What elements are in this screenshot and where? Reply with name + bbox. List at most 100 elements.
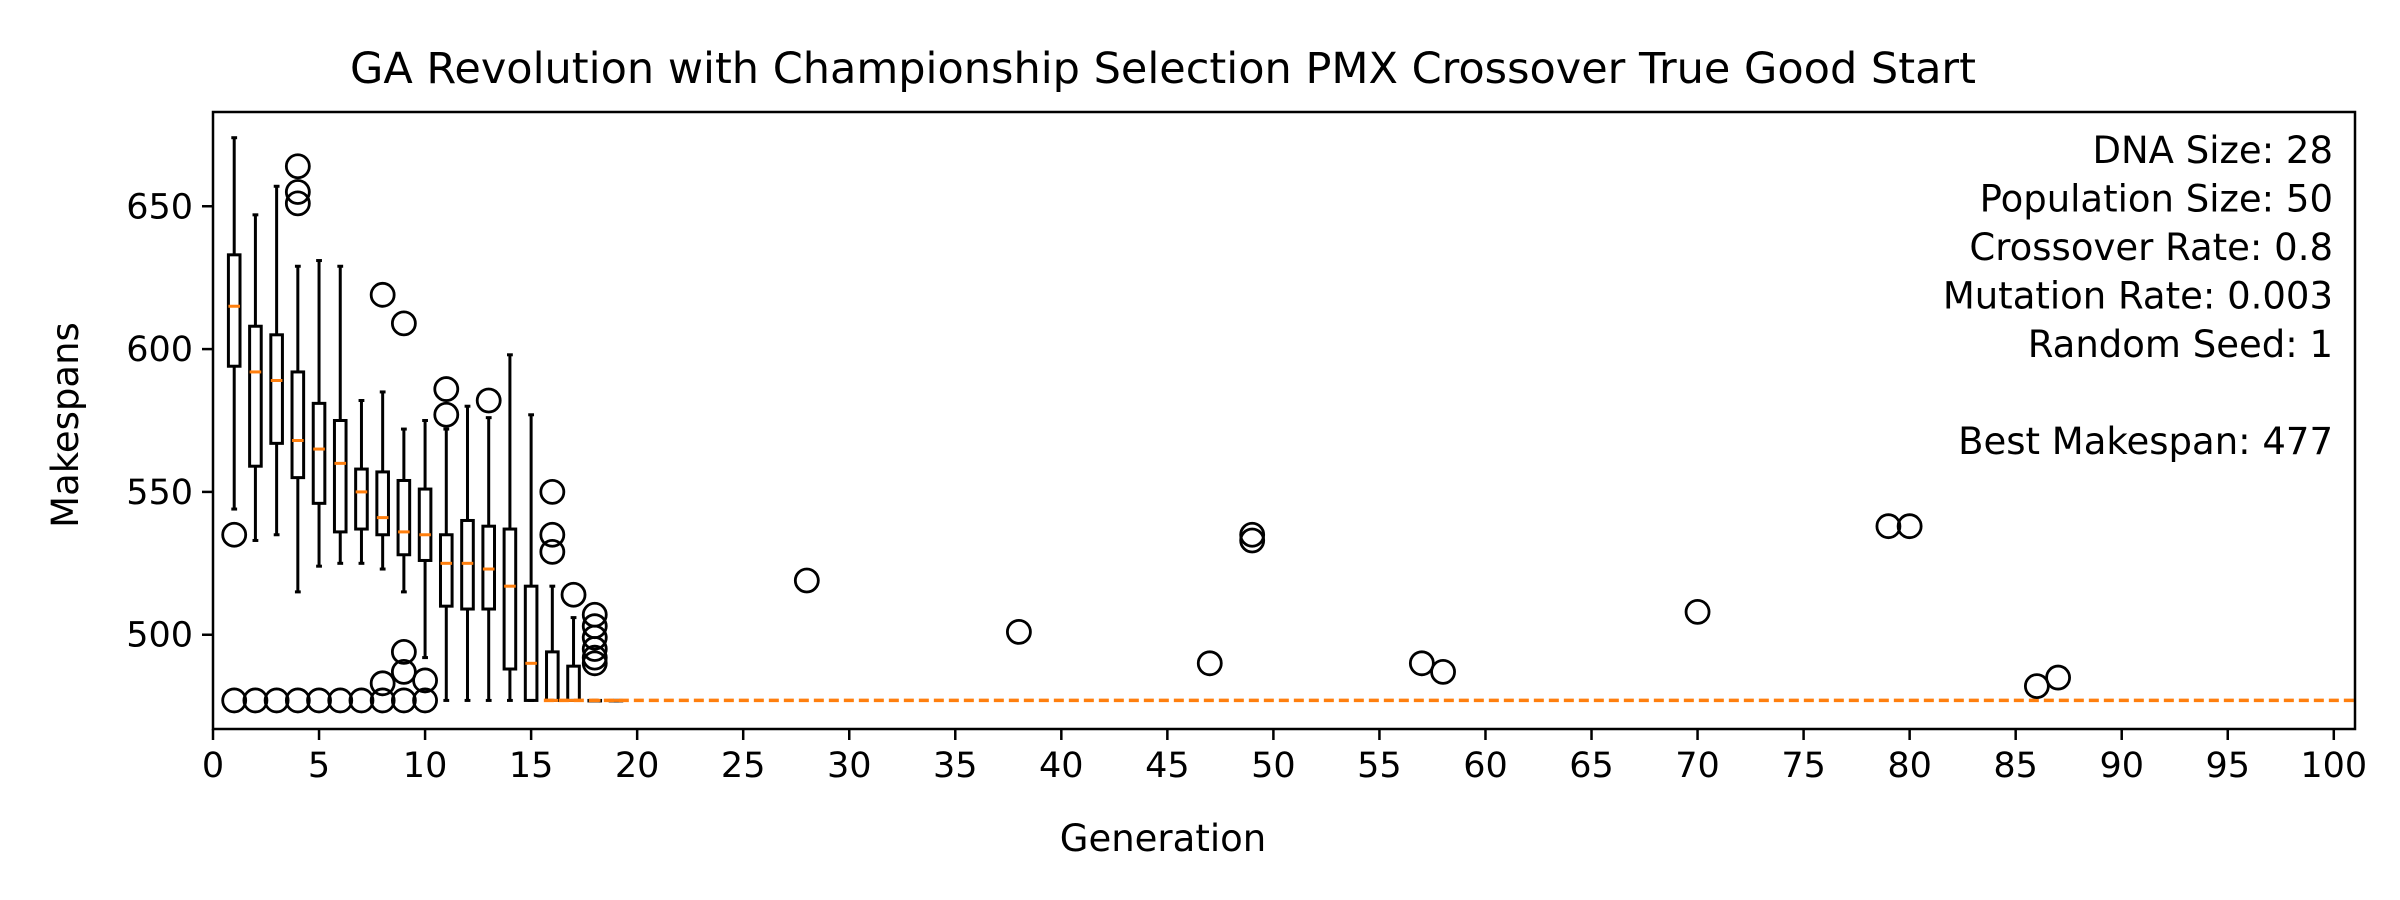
iqr-box bbox=[248, 324, 263, 468]
outlier-point bbox=[581, 636, 608, 662]
iqr-box bbox=[269, 333, 284, 445]
box-gen-17 bbox=[566, 616, 581, 702]
y-axis-label: Makespans bbox=[44, 322, 87, 528]
x-tick-label: 90 bbox=[2099, 746, 2144, 786]
info-line: Mutation Rate: 0.003 bbox=[1943, 275, 2333, 318]
x-tick-label: 35 bbox=[933, 746, 978, 786]
x-tick-label: 60 bbox=[1463, 746, 1508, 786]
iqr-box bbox=[396, 478, 412, 557]
iqr-box bbox=[290, 370, 306, 480]
run-info-annotation: DNA Size: 28 Population Size: 50 Crossover… bbox=[1943, 129, 2333, 463]
info-line: Population Size: 50 bbox=[1980, 178, 2333, 221]
box-gen-3 bbox=[269, 184, 284, 537]
outlier-point bbox=[539, 538, 566, 565]
iqr-box bbox=[502, 527, 518, 671]
outlier-point bbox=[1196, 650, 1223, 677]
outlier-point bbox=[284, 179, 311, 205]
outlier-point bbox=[327, 687, 354, 714]
outlier-point bbox=[369, 687, 396, 714]
outlier-point bbox=[1875, 513, 1902, 540]
x-tick-label: 65 bbox=[1569, 746, 1614, 786]
outlier-point bbox=[793, 567, 820, 594]
outlier-point bbox=[433, 376, 460, 402]
outlier-point bbox=[221, 687, 248, 714]
outlier-point bbox=[2023, 673, 2050, 700]
x-tick-label: 95 bbox=[2205, 746, 2250, 786]
iqr-box bbox=[226, 253, 242, 368]
box-gen-4 bbox=[290, 264, 306, 594]
info-line: Best Makespan: 477 bbox=[1958, 420, 2333, 463]
x-tick-label: 10 bbox=[403, 746, 448, 786]
iqr-box bbox=[354, 467, 369, 531]
box-gen-13 bbox=[481, 416, 497, 702]
x-tick-label: 100 bbox=[2300, 746, 2367, 786]
iqr-box bbox=[545, 650, 560, 702]
outlier-point bbox=[390, 658, 417, 685]
y-tick-label: 650 bbox=[126, 187, 193, 227]
iqr-box bbox=[523, 584, 539, 702]
outlier-point bbox=[475, 387, 502, 414]
box-gen-15 bbox=[523, 413, 539, 702]
outlier-point bbox=[369, 281, 396, 308]
box-gen-5 bbox=[311, 259, 327, 568]
outlier-point bbox=[539, 479, 566, 505]
outlier-point bbox=[348, 687, 375, 714]
outlier-point bbox=[1896, 513, 1923, 540]
plot-area: 0 5 10 15 20 25 30 35 40 45 50 55 60 65 70 75 80 85 90 95 10… bbox=[126, 110, 2367, 786]
y-tick-label: 500 bbox=[126, 616, 193, 656]
outlier-point bbox=[560, 581, 587, 608]
info-line: Random Seed: 1 bbox=[2028, 323, 2333, 366]
outlier-point bbox=[390, 310, 417, 337]
box-gen-12 bbox=[460, 404, 475, 702]
outlier-point bbox=[242, 687, 269, 714]
info-line: DNA Size: 28 bbox=[2093, 129, 2334, 172]
outlier-point bbox=[1684, 598, 1711, 625]
x-tick-label: 80 bbox=[1887, 746, 1932, 786]
iqr-box bbox=[438, 533, 454, 608]
outlier-point bbox=[2045, 664, 2071, 691]
x-tick-label: 15 bbox=[509, 746, 554, 786]
box-gen-11 bbox=[438, 427, 454, 702]
box-gen-1 bbox=[226, 136, 242, 511]
outlier-point bbox=[1408, 650, 1435, 677]
x-tick-label: 20 bbox=[615, 746, 660, 786]
outlier-point bbox=[284, 687, 311, 714]
box-gen-10 bbox=[417, 419, 433, 660]
y-tick-label: 550 bbox=[126, 473, 193, 513]
box-gen-6 bbox=[332, 264, 348, 565]
box-gen-7 bbox=[354, 399, 369, 565]
box-gen-14 bbox=[502, 353, 518, 702]
outlier-point bbox=[539, 521, 566, 548]
outlier-point bbox=[221, 521, 248, 548]
box-gen-8 bbox=[375, 390, 390, 571]
x-tick-label: 45 bbox=[1145, 746, 1190, 786]
x-tick-label: 25 bbox=[721, 746, 766, 786]
x-tick-label: 0 bbox=[202, 746, 224, 786]
outlier-point bbox=[390, 687, 417, 714]
x-axis-label: Generation bbox=[1060, 817, 1266, 860]
outlier-point bbox=[284, 153, 311, 180]
outlier-point bbox=[412, 687, 438, 714]
outlier-point bbox=[369, 670, 396, 697]
x-tick-label: 30 bbox=[827, 746, 872, 786]
info-line: Crossover Rate: 0.8 bbox=[1969, 226, 2333, 269]
outlier-point bbox=[1430, 658, 1456, 685]
outlier-point bbox=[1239, 527, 1266, 554]
chart-title: GA Revolution with Championship Selectio… bbox=[350, 44, 1976, 94]
outlier-point bbox=[284, 190, 311, 217]
outlier-point bbox=[581, 650, 608, 677]
outlier-point bbox=[412, 667, 438, 694]
x-tick-label: 50 bbox=[1251, 746, 1296, 786]
x-tick-label: 70 bbox=[1675, 746, 1720, 786]
x-tick-label: 55 bbox=[1357, 746, 1402, 786]
box-gen-2 bbox=[248, 213, 263, 542]
box-gen-16 bbox=[545, 584, 560, 702]
outlier-point bbox=[1239, 521, 1266, 548]
iqr-box bbox=[566, 664, 581, 702]
iqr-box bbox=[375, 470, 390, 537]
outlier-point bbox=[581, 624, 608, 651]
outlier-point bbox=[1006, 618, 1032, 645]
iqr-box bbox=[332, 419, 348, 534]
